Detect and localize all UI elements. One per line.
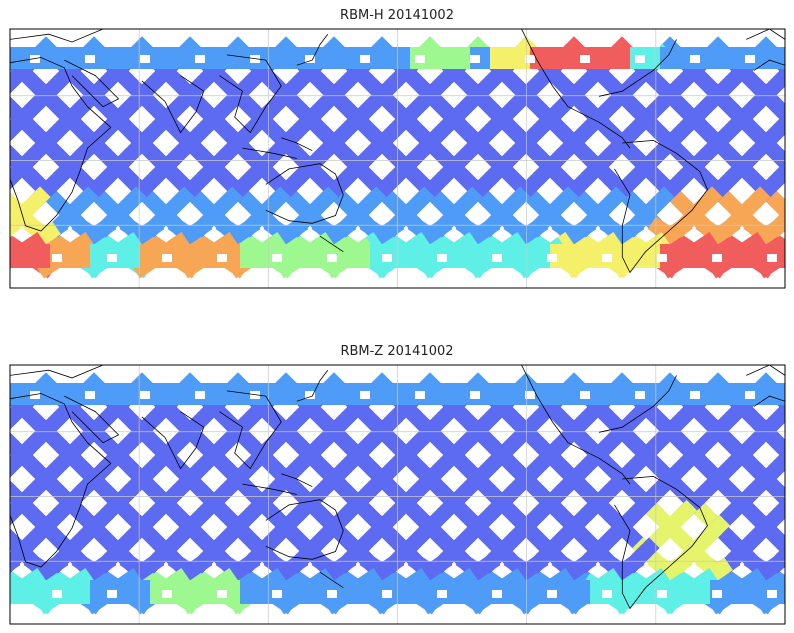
coastlines [10, 365, 785, 610]
panel-title-rbm-h: RBM-H 20141002 [340, 8, 454, 23]
satellite-tracks [10, 372, 785, 615]
map-frame [9, 28, 786, 289]
satellite-tracks [10, 36, 785, 279]
map-gridlines [10, 365, 785, 624]
map-frame [9, 364, 786, 625]
coastlines [10, 29, 785, 274]
panel-title-rbm-z: RBM-Z 20141002 [340, 344, 454, 359]
map-gridlines [10, 29, 785, 288]
